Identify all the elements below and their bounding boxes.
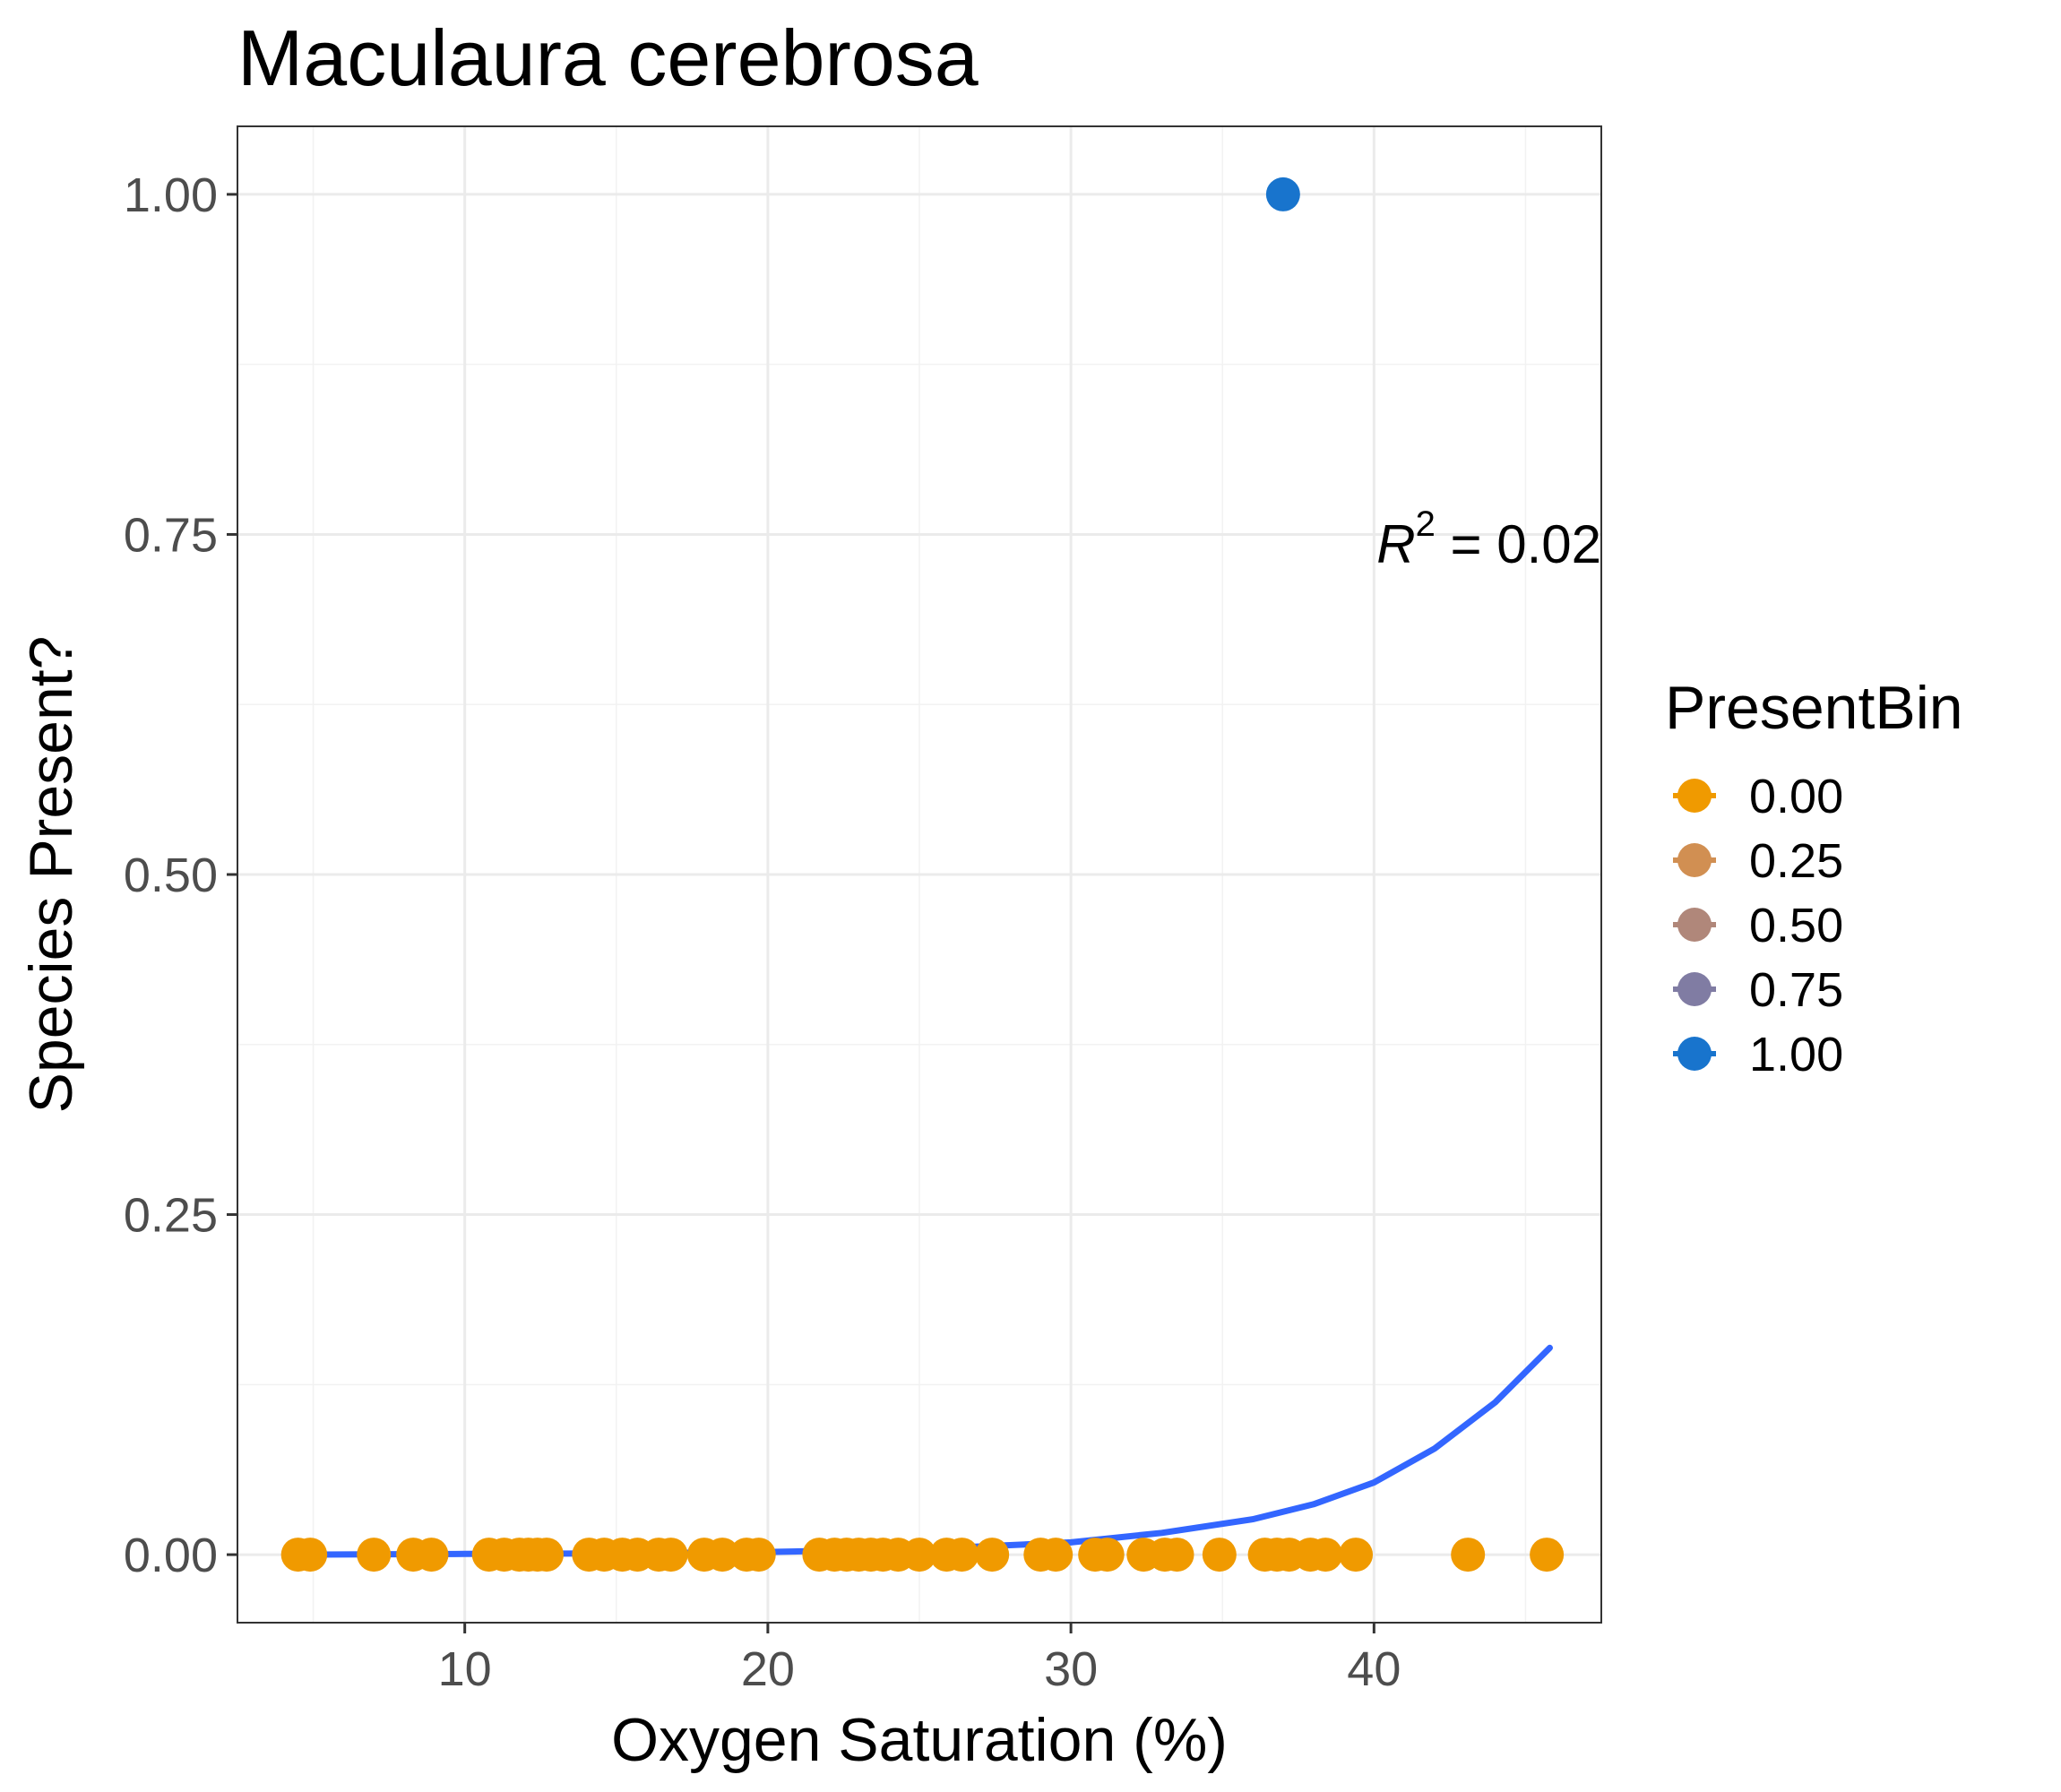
legend-label: 0.50 [1749, 899, 1843, 952]
data-point-absent [1090, 1538, 1125, 1572]
data-point-present [1265, 177, 1300, 211]
data-point-absent [1451, 1538, 1486, 1572]
r-squared-superscript: 2 [1416, 504, 1436, 544]
x-tick-label: 40 [1347, 1642, 1401, 1696]
legend-label: 0.25 [1749, 834, 1843, 888]
data-point-absent [1202, 1538, 1237, 1572]
legend-key-marker [1677, 972, 1712, 1006]
x-tick-label: 30 [1044, 1642, 1098, 1696]
y-tick-label: 0.75 [124, 508, 218, 562]
data-point-absent [705, 1538, 740, 1572]
data-point-absent [1039, 1538, 1074, 1572]
legend-key-marker [1677, 843, 1712, 877]
y-tick-label: 0.50 [124, 849, 218, 902]
x-axis-title: Oxygen Saturation (%) [611, 1706, 1228, 1774]
r-squared-annotation: R2 = 0.02 [1376, 504, 1601, 574]
legend: PresentBin 0.00 0.25 0.50 0.75 1.00 [1665, 674, 1963, 1081]
y-axis: 0.00 0.25 0.50 0.75 1.00 [124, 168, 237, 1582]
legend-label: 0.00 [1749, 770, 1843, 823]
points-layer [280, 177, 1565, 1572]
data-point-absent [741, 1538, 776, 1572]
data-point-absent [529, 1538, 564, 1572]
data-point-absent [357, 1538, 392, 1572]
legend-key-marker [1677, 779, 1712, 813]
data-point-absent [1160, 1538, 1194, 1572]
legend-key-marker [1677, 1037, 1712, 1071]
y-tick-label: 1.00 [124, 168, 218, 222]
x-axis: 10 20 30 40 [438, 1623, 1401, 1696]
r-squared-symbol: R [1376, 514, 1415, 574]
data-point-absent [1308, 1538, 1343, 1572]
data-point-absent [653, 1538, 688, 1572]
legend-label: 1.00 [1749, 1028, 1843, 1081]
x-tick-label: 20 [741, 1642, 795, 1696]
r-squared-value: = 0.02 [1436, 514, 1601, 574]
legend-key-marker [1677, 908, 1712, 942]
data-point-absent [1530, 1538, 1565, 1572]
y-axis-title: Species Present? [17, 636, 85, 1114]
x-tick-label: 10 [438, 1642, 492, 1696]
data-point-absent [944, 1538, 979, 1572]
data-point-absent [414, 1538, 449, 1572]
data-point-absent [1339, 1538, 1374, 1572]
data-point-absent [293, 1538, 328, 1572]
chart-title: Maculaura cerebrosa [237, 13, 979, 102]
data-point-absent [975, 1538, 1010, 1572]
y-tick-label: 0.00 [124, 1529, 218, 1582]
legend-label: 0.75 [1749, 963, 1843, 1017]
y-tick-label: 0.25 [124, 1189, 218, 1243]
legend-title: PresentBin [1665, 674, 1963, 742]
data-point-absent [902, 1538, 936, 1572]
